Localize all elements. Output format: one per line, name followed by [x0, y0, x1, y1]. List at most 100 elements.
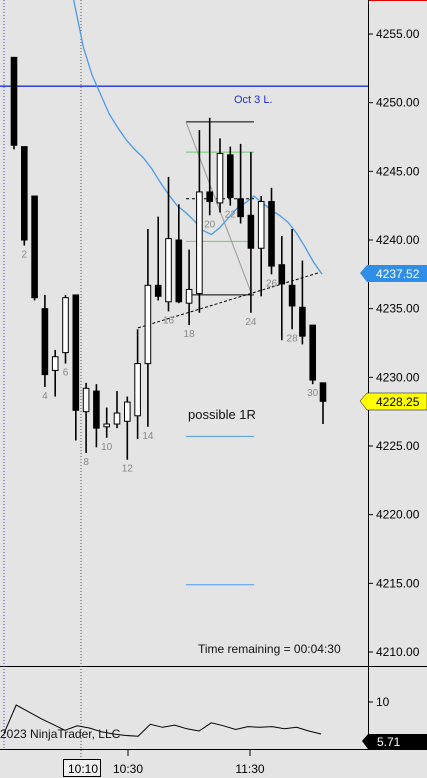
candle[interactable] [247, 152, 255, 313]
candle[interactable] [216, 138, 224, 213]
y-tick-label: 4230.00 [376, 370, 420, 384]
candle-body [185, 288, 193, 304]
candle[interactable] [309, 324, 316, 385]
candle[interactable] [165, 176, 172, 312]
bar-number-label: 22 [225, 210, 237, 221]
y-tick-label: 4220.00 [376, 508, 420, 522]
x-tick-label: 10:30 [113, 762, 143, 776]
bar-number-label: 10 [101, 442, 113, 453]
candle[interactable] [154, 216, 162, 301]
candle-body [113, 412, 121, 425]
range-diagonal [185, 121, 253, 296]
candle-body [103, 423, 111, 428]
ma-value-badge: 4237.52 [360, 265, 427, 282]
candle-body [299, 306, 306, 337]
candle[interactable] [237, 143, 244, 224]
indicator-value-badge: 5.71 [362, 734, 427, 749]
price-panel[interactable] [0, 0, 368, 668]
x-tick-label: 11:30 [235, 762, 264, 776]
candle-body [165, 238, 172, 303]
y-tick-label: 4250.00 [376, 96, 420, 110]
bar-number-label: 14 [142, 431, 154, 442]
candle-body [319, 382, 327, 402]
candle[interactable] [82, 382, 90, 453]
candle[interactable] [93, 384, 100, 448]
candle[interactable] [206, 117, 213, 216]
candle-body [288, 284, 296, 307]
indicator-tick-label: 10 [376, 695, 390, 709]
candle[interactable] [62, 294, 69, 364]
last-price-text: 4228.25 [376, 395, 420, 409]
candle[interactable] [278, 235, 286, 341]
trendline-dashed [137, 272, 319, 329]
last-price-badge: 4228.25 [359, 392, 427, 411]
y-tick-label: 4235.00 [376, 302, 420, 316]
candle-body [227, 154, 234, 198]
time-remaining-label: Time remaining = 00:04:30 [198, 642, 341, 656]
indicator-value-text: 5.71 [377, 735, 401, 749]
candle[interactable] [113, 391, 121, 429]
candle-body [51, 356, 59, 371]
candle-body [196, 191, 203, 295]
candle-body [82, 387, 90, 413]
candle[interactable] [175, 204, 183, 304]
candle-body [309, 324, 316, 381]
candle[interactable] [268, 187, 275, 275]
candle[interactable] [257, 196, 265, 297]
candle[interactable] [31, 195, 38, 301]
candle-body [278, 264, 286, 285]
bar-number-label: 24 [245, 317, 257, 328]
candle[interactable] [227, 146, 234, 206]
candle[interactable] [288, 229, 296, 330]
candle-body [268, 201, 275, 267]
candle-body [124, 401, 131, 422]
candle-body [216, 152, 224, 204]
candle-body [93, 390, 100, 429]
candle[interactable] [21, 146, 28, 246]
candle[interactable] [319, 382, 327, 425]
candle-body [144, 284, 152, 365]
candle-body [134, 363, 141, 417]
candle[interactable] [124, 396, 131, 460]
candle-body [62, 297, 69, 354]
bar-number-label: 30 [307, 388, 319, 399]
copyright-label: 2023 NinjaTrader, LLC [0, 727, 121, 741]
candle[interactable] [196, 130, 203, 313]
bar-number-label: 6 [63, 368, 69, 379]
candle-body [247, 214, 255, 249]
bar-number-label: 20 [204, 219, 216, 230]
cursor-time-text: 10:10 [68, 762, 98, 776]
candle-body [175, 239, 183, 303]
y-tick-label: 4255.00 [376, 27, 420, 41]
candle[interactable] [41, 294, 49, 387]
oct3-level-label: Oct 3 L. [234, 94, 273, 106]
candle-body [41, 308, 49, 376]
candle-body [237, 198, 244, 218]
bar-number-label: 16 [163, 315, 175, 326]
moving-average-line [72, 0, 323, 275]
candle[interactable] [144, 229, 152, 427]
possible-1r-label: possible 1R [188, 407, 256, 422]
y-tick-label: 4240.00 [376, 233, 420, 247]
y-tick-label: 4215.00 [376, 576, 420, 590]
y-tick-label: 4245.00 [376, 164, 420, 178]
bar-number-label: 8 [83, 457, 89, 468]
cursor-time-box: 10:10 [63, 759, 101, 777]
candle-body [154, 284, 162, 297]
bar-number-label: 28 [287, 333, 299, 344]
candle-body [206, 191, 213, 203]
candle[interactable] [72, 294, 80, 441]
candle[interactable] [185, 249, 193, 326]
y-tick-label: 4225.00 [376, 439, 420, 453]
candle[interactable] [103, 407, 111, 438]
candle-body [31, 195, 38, 299]
candle[interactable] [51, 349, 59, 397]
candle[interactable] [10, 56, 18, 150]
bar-number-label: 12 [122, 464, 134, 475]
candle[interactable] [134, 329, 141, 440]
candle-body [257, 201, 265, 249]
candle-body [10, 56, 18, 146]
indicator-line [3, 704, 322, 737]
candle[interactable] [299, 260, 306, 345]
